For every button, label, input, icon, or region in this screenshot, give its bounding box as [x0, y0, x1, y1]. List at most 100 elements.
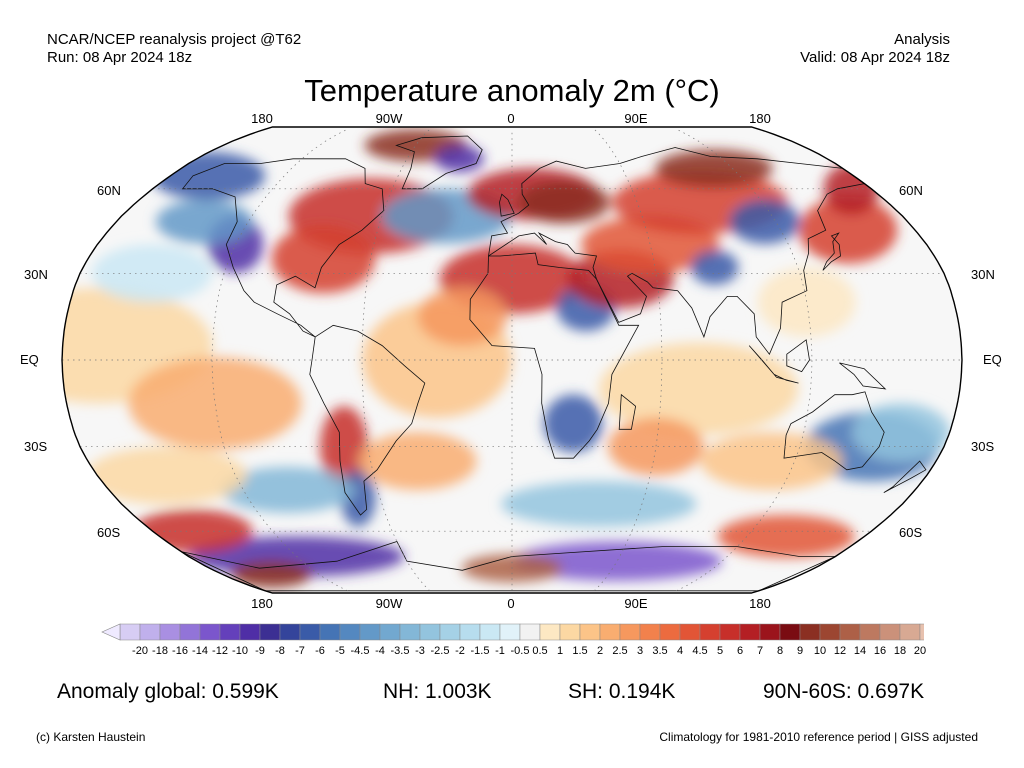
colorbar-tick-label: -2	[455, 645, 465, 657]
global-anomaly-text: Anomaly global: 0.599K	[57, 680, 279, 703]
anomaly-region	[700, 432, 842, 491]
anomaly-region	[608, 417, 704, 476]
climatology-note: Climatology for 1981-2010 reference peri…	[659, 730, 978, 744]
colorbar-swatch	[239, 623, 261, 641]
landmass-outline	[822, 232, 841, 271]
map-border	[61, 126, 963, 594]
landmass-outline	[839, 362, 887, 390]
colorbar-swatch	[179, 623, 201, 641]
colorbar-swatch	[279, 623, 301, 641]
colorbar-tick-label: 12	[833, 645, 847, 657]
lon-label-top-90w: 90W	[375, 111, 403, 126]
colorbar-swatch	[619, 623, 641, 641]
copyright-text: (c) Karsten Haustein	[36, 730, 146, 744]
colorbar-swatch	[339, 623, 361, 641]
landmass-outline	[783, 391, 885, 471]
colorbar-swatch	[399, 623, 421, 641]
colorbar-swatch	[919, 623, 924, 641]
colorbar-swatch	[299, 623, 321, 641]
colorbar-swatch	[499, 623, 521, 641]
colorbar-swatch	[319, 623, 341, 641]
colorbar-tick-label: -0.5	[510, 645, 530, 657]
colorbar-tick-label: -4	[375, 645, 385, 657]
colorbar-swatch	[419, 623, 441, 641]
colorbar-tick-label: 4.5	[692, 645, 708, 657]
anomaly-region	[518, 181, 611, 224]
landmass-outline	[181, 541, 836, 592]
anomaly-region	[729, 199, 800, 244]
anomaly-region	[501, 481, 697, 527]
lat-label-right-eq: EQ	[983, 352, 1002, 367]
lon-label-top-0: 0	[507, 111, 515, 126]
landmass-outline	[395, 135, 483, 190]
colorbar-swatch	[799, 623, 821, 641]
anomaly-field	[62, 129, 950, 589]
colorbar-swatch	[679, 623, 701, 641]
colorbar-tick-label: 14	[853, 645, 867, 657]
colorbar-swatch	[119, 623, 141, 641]
run-time-text: Run: 08 Apr 2024 18z	[47, 49, 193, 66]
landmass-outline	[309, 324, 426, 516]
colorbar-swatch	[139, 623, 161, 641]
anomaly-region	[434, 145, 484, 173]
colorbar-tick-label: -3	[415, 645, 425, 657]
colorbar-swatch	[659, 623, 681, 641]
colorbar-tick-label: 10	[813, 645, 827, 657]
colorbar-swatch	[159, 623, 181, 641]
anomaly-region	[599, 342, 799, 436]
colorbar-swatch	[819, 623, 841, 641]
landmass-outline	[487, 147, 866, 355]
colorbar-tick-label: -6	[315, 645, 325, 657]
lat-label-left-eq: EQ	[20, 352, 39, 367]
colorbar-tick-label: -2.5	[430, 645, 450, 657]
colorbar-tick-label: 8	[776, 645, 784, 657]
model-name-text: NCAR/NCEP reanalysis project @T62	[47, 31, 302, 48]
colorbar-tick-label: 2.5	[612, 645, 628, 657]
colorbar-swatch	[599, 623, 621, 641]
anomaly-region	[717, 514, 855, 558]
colorbar-swatch	[379, 623, 401, 641]
lon-label-bottom-0: 0	[507, 596, 515, 611]
lon-label-bottom-90w: 90W	[375, 596, 403, 611]
anomaly-region	[655, 149, 773, 188]
coastlines	[181, 135, 927, 592]
colorbar-tick-label: -9	[255, 645, 265, 657]
colorbar-tick-label: -10	[232, 645, 248, 657]
lat-label-right-30s: 30S	[971, 439, 995, 454]
anomaly-region	[231, 561, 312, 589]
anomaly-region	[690, 250, 739, 285]
colorbar-swatch	[479, 623, 501, 641]
colorbar-swatch	[719, 623, 741, 641]
colorbar-tick-label: -18	[152, 645, 168, 657]
lat-label-right-60n: 60N	[899, 183, 923, 198]
landmass-outline	[181, 158, 385, 338]
colorbar-tick-label: 1	[556, 645, 564, 657]
anomaly-region	[151, 151, 266, 200]
colorbar-tick-label: 1.5	[572, 645, 588, 657]
landmass-outline	[618, 393, 637, 430]
colorbar-tick-label: -12	[212, 645, 228, 657]
lon-label-bottom-180w: 180	[251, 596, 273, 611]
colorbar-swatch	[579, 623, 601, 641]
colorbar-tick-label: -5	[335, 645, 345, 657]
colorbar-tick-label: 5	[716, 645, 724, 657]
landmass-outline	[499, 193, 515, 217]
colorbar-swatch	[199, 623, 221, 641]
analysis-label: Analysis	[894, 31, 950, 48]
lat-label-left-60n: 60N	[97, 183, 121, 198]
colorbar-tick-label: -16	[172, 645, 188, 657]
colorbar-tick-label: -8	[275, 645, 285, 657]
colorbar-swatch	[539, 623, 561, 641]
anomaly-region	[220, 466, 356, 513]
colorbar-swatch	[839, 623, 861, 641]
anomaly-region	[271, 224, 376, 294]
lat-label-right-30n: 30N	[971, 267, 995, 282]
nh-anomaly-text: NH: 1.003K	[383, 680, 492, 703]
anomaly-region	[543, 394, 603, 453]
colorbar	[101, 623, 924, 641]
colorbar-swatch	[219, 623, 241, 641]
anomaly-region	[798, 196, 898, 264]
anomaly-region	[85, 446, 248, 505]
landmass-outline	[883, 460, 927, 493]
lon-label-top-90e: 90E	[624, 111, 648, 126]
